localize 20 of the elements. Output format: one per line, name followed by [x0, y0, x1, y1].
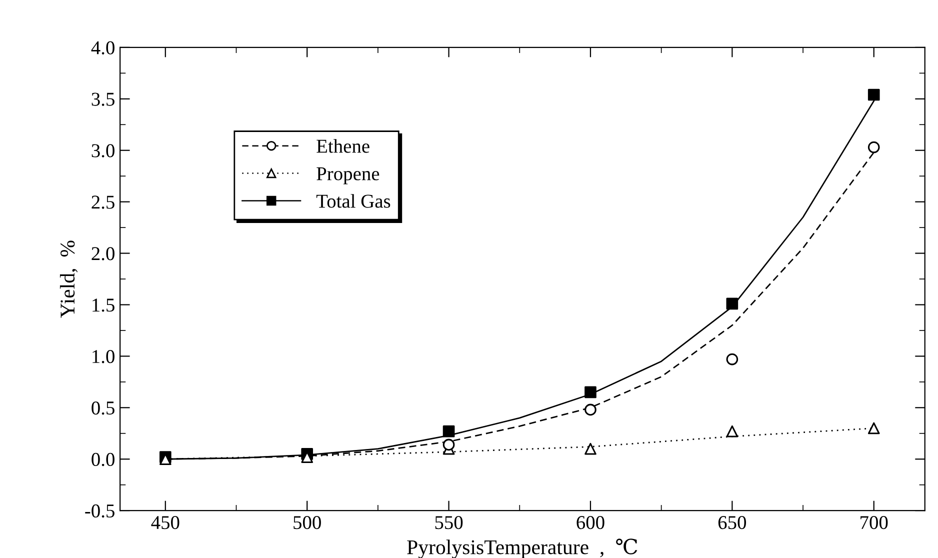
y-tick-label: 0.0	[92, 452, 114, 466]
y-tick-label: -0.5	[85, 504, 114, 518]
x-tick-label: 450	[151, 516, 180, 530]
legend-label: Propene	[316, 167, 380, 184]
x-tick-label: 550	[435, 516, 463, 530]
y-tick-label: 1.0	[92, 350, 114, 364]
y-tick-label: 2.5	[92, 196, 114, 209]
y-tick-label: 1.5	[92, 298, 114, 312]
y-tick-label: 0.5	[92, 401, 114, 415]
legend-label: Total Gas	[316, 194, 390, 208]
y-tick-label: 4.0	[91, 41, 114, 54]
x-tick-label: 700	[860, 516, 888, 530]
y-tick-label: 3.5	[92, 92, 114, 106]
x-tick-label: 600	[576, 516, 604, 530]
x-tick-label: 500	[294, 516, 321, 530]
y-tick-label: 3.0	[92, 144, 114, 158]
x-tick-label: 650	[718, 516, 746, 530]
y-tick-label: 2.0	[92, 247, 114, 260]
legend-label: Ethene	[316, 139, 370, 153]
y-axis-title: Yield, %	[60, 240, 78, 318]
